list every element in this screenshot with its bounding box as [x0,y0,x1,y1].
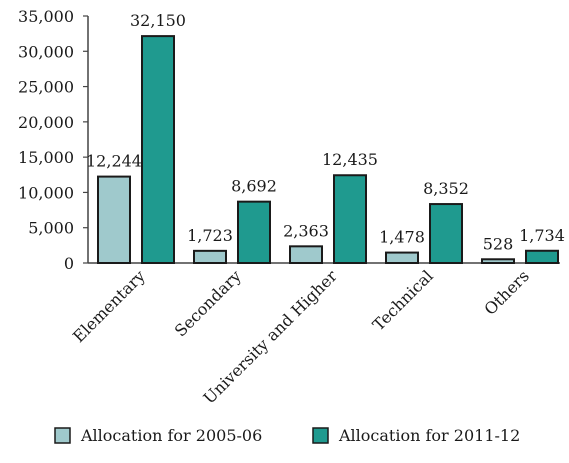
y-tick-label: 20,000 [18,113,74,132]
legend-label: Allocation for 2011-12 [338,426,520,445]
bar-2005-06 [481,258,515,265]
bars [97,35,559,265]
bar-2011-12 [237,200,271,265]
category-label: Technical [369,266,437,334]
bar-2011-12 [333,174,367,264]
bar-2011-12 [525,249,559,264]
data-label: 1,734 [519,226,565,245]
category-label: Elementary [69,266,149,346]
category-label: Secondary [171,266,245,340]
legend: Allocation for 2005-06 Allocation for 201… [54,426,520,445]
bar-2005-06 [385,251,419,265]
bar-2011-12 [429,203,463,265]
data-label: 12,435 [322,150,378,169]
category-label: Others [480,266,532,318]
data-label: 8,692 [231,177,277,196]
y-tick-label: 5,000 [28,219,74,238]
legend-label: Allocation for 2005-06 [80,426,262,445]
data-label: 2,363 [283,221,329,240]
legend-swatch-2011-12 [312,427,329,444]
bar-2005-06 [289,245,323,265]
data-label: 8,352 [423,179,469,198]
data-labels: 12,244 32,150 1,723 8,692 2,363 12,435 1,478 8,… [86,11,565,253]
data-label: 528 [483,234,514,253]
y-tick-label: 35,000 [18,7,74,26]
bar-2005-06 [97,175,131,264]
y-axis: 0 5,000 10,000 15,000 20,000 25,000 30,000 35,0… [18,7,560,273]
y-tick-label: 0 [64,254,74,273]
legend-swatch-2005-06 [54,427,71,444]
data-label: 1,478 [379,228,425,247]
y-tick-label: 30,000 [18,42,74,61]
bar-2011-12 [141,35,175,265]
y-tick-label: 10,000 [18,183,74,202]
data-label: 12,244 [86,152,142,171]
y-tick-label: 25,000 [18,78,74,97]
data-label: 32,150 [130,11,186,30]
bar-2005-06 [193,249,227,265]
y-tick-label: 15,000 [18,148,74,167]
data-label: 1,723 [187,226,233,245]
